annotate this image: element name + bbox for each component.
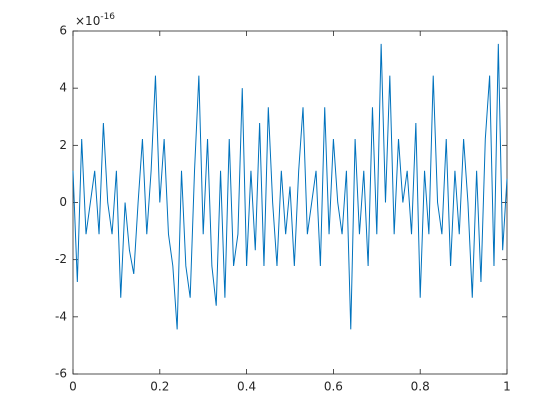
exponent-base: ×10 (75, 14, 100, 28)
y-tick-label: -4 (55, 309, 67, 323)
x-tick-label: 0.8 (411, 380, 430, 394)
y-tick-label: -6 (55, 367, 67, 381)
y-tick-label: 6 (59, 24, 67, 38)
x-tick-label: 1 (503, 380, 511, 394)
y-exponent: ×10-16 (75, 12, 115, 28)
x-tick-label: 0 (69, 380, 77, 394)
x-tick-label: 0.2 (150, 380, 169, 394)
data-line (72, 43, 508, 330)
exponent-power: -16 (100, 12, 115, 22)
x-tick-label: 0.6 (324, 380, 343, 394)
y-tick-label: 4 (59, 81, 67, 95)
y-tick-label: 2 (59, 138, 67, 152)
x-tick-label: 0.4 (237, 380, 256, 394)
y-tick-label: 0 (59, 195, 67, 209)
y-tick-label: -2 (55, 252, 67, 266)
